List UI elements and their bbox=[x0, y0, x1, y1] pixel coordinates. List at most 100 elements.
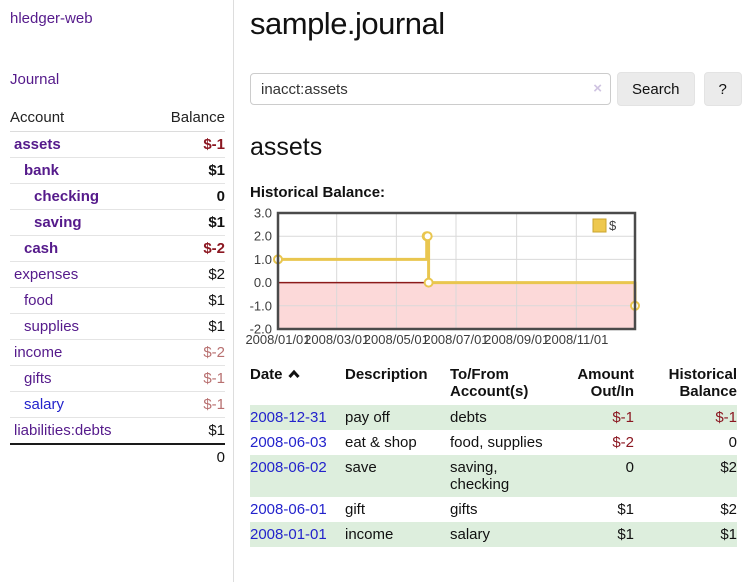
brand-link[interactable]: hledger-web bbox=[10, 10, 93, 27]
search-form: × Search ? bbox=[250, 72, 742, 106]
transaction-accounts: food, supplies bbox=[450, 434, 543, 451]
sort-ascending-icon bbox=[287, 369, 300, 379]
account-balance: $1 bbox=[150, 157, 225, 184]
account-row: saving $1 bbox=[10, 209, 225, 236]
account-row: gifts $-1 bbox=[10, 365, 225, 392]
transaction-date-link[interactable]: 2008-06-01 bbox=[250, 501, 327, 518]
column-header-accounts: To/From Account(s) bbox=[450, 366, 529, 400]
transaction-row: 2008-06-03 eat & shop food, supplies $-2 0 bbox=[250, 430, 737, 455]
y-tick-label: 3.0 bbox=[254, 207, 272, 221]
column-header-date[interactable]: Date bbox=[250, 363, 345, 405]
legend-label: $ bbox=[609, 218, 617, 233]
sidebar-nav: Journal bbox=[10, 71, 225, 89]
transaction-accounts: saving, checking bbox=[450, 459, 510, 493]
transaction-row: 2008-06-01 gift gifts $1 $2 bbox=[250, 497, 737, 522]
account-balance: $1 bbox=[150, 209, 225, 236]
y-tick-label: -2.0 bbox=[250, 322, 272, 337]
transaction-accounts: salary bbox=[450, 526, 491, 543]
account-balance: $1 bbox=[150, 417, 225, 445]
account-link[interactable]: salary bbox=[24, 396, 65, 413]
accounts-header-row: Account Balance bbox=[10, 106, 225, 132]
y-tick-label: -1.0 bbox=[250, 298, 272, 313]
account-link[interactable]: income bbox=[14, 344, 63, 361]
transaction-date-link[interactable]: 2008-06-02 bbox=[250, 459, 327, 476]
column-header-description: Description bbox=[345, 366, 428, 383]
transaction-description: eat & shop bbox=[345, 434, 417, 451]
y-tick-label: 1.0 bbox=[254, 252, 272, 267]
data-point bbox=[422, 231, 433, 242]
register-table: Date Description To/From Account(s) Amou… bbox=[250, 363, 737, 547]
account-link[interactable]: supplies bbox=[24, 318, 80, 335]
account-row: checking 0 bbox=[10, 183, 225, 210]
account-link[interactable]: expenses bbox=[14, 266, 79, 283]
account-link[interactable]: gifts bbox=[24, 370, 52, 387]
account-row: salary $-1 bbox=[10, 391, 225, 418]
account-link[interactable]: food bbox=[24, 292, 54, 309]
account-row: income $-2 bbox=[10, 339, 225, 366]
column-header-amount: Amount Out/In bbox=[577, 366, 634, 400]
accounts-total-balance: 0 bbox=[150, 443, 225, 470]
transaction-amount: $-2 bbox=[612, 434, 634, 451]
journal-link[interactable]: Journal bbox=[10, 71, 60, 88]
x-tick-label: 2008/09/01 bbox=[484, 332, 549, 347]
chart-svg: $3.0 2.0 1.0 0.0 -1.0 -2.02008/01/012008/03/0… bbox=[245, 207, 640, 347]
transaction-date-link[interactable]: 2008-01-01 bbox=[250, 526, 327, 543]
transaction-amount: $1 bbox=[617, 526, 634, 543]
x-tick-label: 2008/07/01 bbox=[423, 332, 488, 347]
account-link[interactable]: assets bbox=[14, 136, 61, 153]
data-point bbox=[423, 277, 434, 288]
search-input[interactable] bbox=[250, 73, 611, 105]
account-balance: $-2 bbox=[150, 339, 225, 366]
transaction-date-link[interactable]: 2008-12-31 bbox=[250, 409, 327, 426]
y-tick-label: 2.0 bbox=[254, 229, 272, 244]
account-heading: assets bbox=[250, 133, 323, 161]
search-button[interactable]: Search bbox=[617, 72, 695, 106]
account-balance: $1 bbox=[150, 313, 225, 340]
transaction-date-link[interactable]: 2008-06-03 bbox=[250, 434, 327, 451]
transaction-balance: $1 bbox=[720, 526, 737, 543]
x-tick-label: 2008/01/01 bbox=[245, 332, 310, 347]
account-balance: $2 bbox=[150, 261, 225, 288]
account-row: assets $-1 bbox=[10, 131, 225, 158]
account-row: food $1 bbox=[10, 287, 225, 314]
transaction-accounts: debts bbox=[450, 409, 487, 426]
transaction-description: save bbox=[345, 459, 377, 476]
account-row: cash $-2 bbox=[10, 235, 225, 262]
transaction-amount: $-1 bbox=[612, 409, 634, 426]
account-link[interactable]: checking bbox=[34, 188, 100, 205]
account-balance: $-1 bbox=[150, 365, 225, 392]
account-link[interactable]: saving bbox=[34, 214, 82, 231]
account-balance: 0 bbox=[150, 183, 225, 210]
transaction-balance: $2 bbox=[720, 459, 737, 476]
account-balance: $1 bbox=[150, 287, 225, 314]
search-box: × bbox=[250, 73, 611, 105]
transaction-row: 2008-01-01 income salary $1 $1 bbox=[250, 522, 737, 547]
account-row: bank $1 bbox=[10, 157, 225, 184]
main-content: sample.journal × Search ? assets Histori… bbox=[234, 0, 742, 582]
register-header-row: Date Description To/From Account(s) Amou… bbox=[250, 363, 737, 405]
legend-swatch bbox=[592, 218, 607, 233]
transaction-row: 2008-06-02 save saving, checking 0 $2 bbox=[250, 455, 737, 497]
help-button[interactable]: ? bbox=[703, 72, 742, 106]
chart-title: Historical Balance: bbox=[250, 184, 386, 201]
transaction-amount: $1 bbox=[617, 501, 634, 518]
account-link[interactable]: liabilities:debts bbox=[14, 422, 112, 439]
x-tick-label: 2008/03/01 bbox=[304, 332, 369, 347]
transaction-accounts: gifts bbox=[450, 501, 478, 518]
transaction-description: income bbox=[345, 526, 394, 543]
page-title: sample.journal bbox=[250, 6, 445, 41]
account-balance: $-2 bbox=[150, 235, 225, 262]
transaction-amount: 0 bbox=[625, 459, 634, 476]
account-row: liabilities:debts $1 bbox=[10, 417, 225, 445]
account-link[interactable]: bank bbox=[24, 162, 60, 179]
clear-search-icon[interactable]: × bbox=[593, 80, 602, 97]
account-balance: $-1 bbox=[150, 131, 225, 158]
y-tick-label: 0.0 bbox=[254, 275, 272, 290]
account-link[interactable]: cash bbox=[24, 240, 59, 257]
x-tick-label: 2008/05/01 bbox=[364, 332, 429, 347]
sidebar: hledger-web Journal Account Balance asse… bbox=[0, 0, 234, 582]
x-tick-label: 2008/11/01 bbox=[544, 332, 608, 347]
transaction-description: gift bbox=[345, 501, 366, 518]
transaction-balance: $2 bbox=[720, 501, 737, 518]
